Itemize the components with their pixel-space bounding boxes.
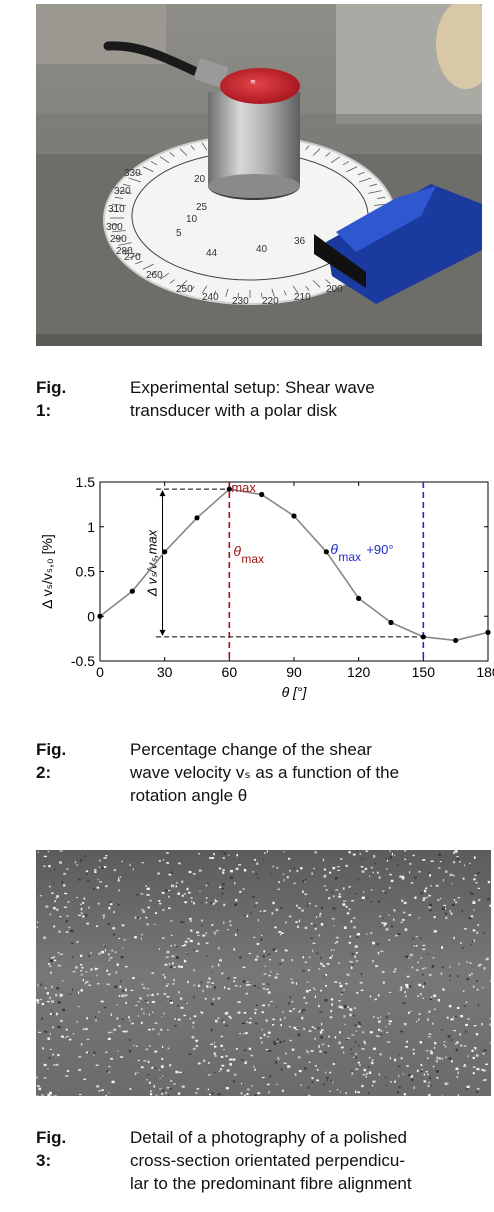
caption-line: Experimental setup: Shear wave: [130, 378, 375, 397]
data-point: [129, 588, 135, 594]
y-tick-label: 1.5: [76, 474, 96, 490]
disk-number: 260: [146, 270, 163, 281]
y-tick-label: -0.5: [71, 653, 95, 669]
x-tick-label: 150: [412, 664, 436, 680]
y-tick-label: 0: [87, 608, 95, 624]
disk-number: 240: [202, 292, 219, 303]
disk-number: 310: [108, 204, 125, 215]
data-point: [453, 637, 459, 644]
disk-number: 290: [110, 234, 127, 245]
disk-number: 20: [194, 174, 206, 185]
y-tick-label: 0.5: [76, 564, 96, 580]
caption-line: wave velocity vₛ as a function of the: [130, 763, 400, 782]
data-point: [194, 515, 200, 521]
data-point: [226, 486, 232, 492]
x-tick-label: 0: [96, 664, 104, 680]
data-point: [356, 595, 362, 601]
x-tick-label: 90: [286, 664, 302, 680]
figure-1-label: Fig. 1:: [36, 378, 67, 420]
theta-max-subscript: max: [241, 552, 264, 566]
disk-number: 200: [326, 284, 343, 295]
disk-number: 230: [232, 296, 249, 307]
disk-number: 300: [106, 222, 123, 233]
caption-line: rotation angle θ: [130, 786, 248, 805]
disk-number: 44: [206, 248, 218, 259]
x-tick-label: 180: [476, 664, 494, 680]
delta-label: Δ vₛ/vₛ,max: [145, 529, 160, 597]
data-point: [388, 619, 394, 626]
delta-arrow-head: [159, 629, 166, 636]
figure-2-label: Fig. 2:: [36, 740, 67, 782]
disk-number: 320: [114, 186, 131, 197]
data-point: [291, 513, 297, 519]
x-tick-label: 30: [157, 664, 173, 680]
theta-plus-subscript: max: [338, 550, 361, 564]
disk-number: 36: [294, 236, 306, 247]
disk-number: 210: [294, 292, 311, 303]
y-axis-label: Δ vₛ/vₛ,₀ [%]: [39, 534, 55, 609]
disk-number: 270: [124, 252, 141, 263]
delta-arrow-head: [159, 490, 166, 497]
data-point: [420, 634, 426, 640]
caption-line: transducer with a polar disk: [130, 401, 337, 420]
theta-plus-suffix: +90°: [366, 542, 393, 557]
x-tick-label: 60: [222, 664, 238, 680]
disk-number: 250: [176, 284, 193, 295]
transducer-photo: 44 40 36 25 20 15 10 5 270 260 250 240 2…: [36, 4, 482, 346]
disk-number: 10: [186, 214, 198, 225]
caption-line: cross-section orientated perpendicu-: [130, 1151, 405, 1170]
data-point: [485, 629, 491, 635]
caption-line: lar to the predominant fibre alignment: [130, 1174, 412, 1193]
disk-number: 330: [124, 168, 141, 179]
y-tick-label: 1: [87, 519, 95, 535]
cross-section-photo: [36, 850, 491, 1096]
shear-velocity-chart: 0306090120150180-0.500.511.5θ [°]Δ vₛ/vₛ…: [30, 465, 494, 705]
disk-number: 25: [196, 202, 208, 213]
x-tick-label: 120: [347, 664, 371, 680]
theta-max-label: θ: [233, 543, 241, 559]
caption-line: Percentage change of the shear: [130, 740, 372, 759]
max-label: max: [231, 480, 256, 495]
disk-number: 280: [116, 246, 133, 257]
data-point: [259, 491, 265, 498]
data-point: [162, 549, 168, 555]
disk-number: 40: [256, 244, 268, 255]
caption-line: Detail of a photography of a polished: [130, 1128, 407, 1147]
data-point: [323, 549, 329, 555]
disk-number: 220: [262, 296, 279, 307]
disk-number: 5: [176, 228, 182, 239]
theta-plus-label: θ: [330, 541, 338, 557]
svg-text:≋: ≋: [250, 79, 256, 86]
x-axis-label: θ [°]: [282, 684, 308, 700]
figure-3-label: Fig. 3:: [36, 1128, 67, 1170]
data-point: [97, 613, 103, 619]
